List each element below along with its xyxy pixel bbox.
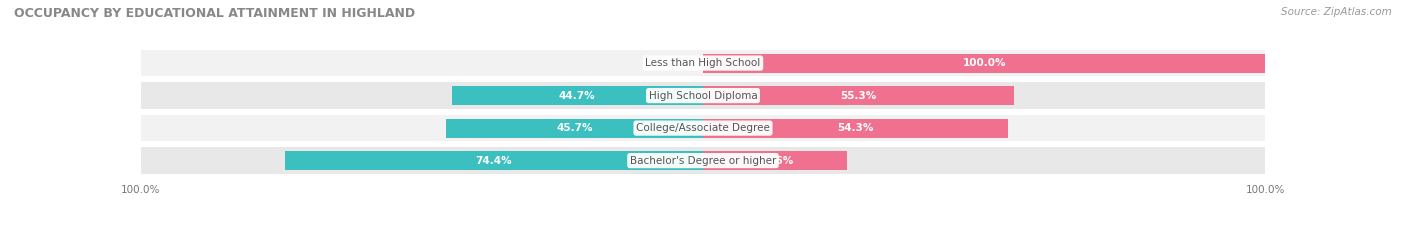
Text: 0.0%: 0.0% [668,58,695,68]
Bar [141,82,1265,109]
Bar [451,86,703,105]
Text: Source: ZipAtlas.com: Source: ZipAtlas.com [1281,7,1392,17]
Bar [703,151,846,170]
Text: 54.3%: 54.3% [838,123,875,133]
Text: College/Associate Degree: College/Associate Degree [636,123,770,133]
Text: High School Diploma: High School Diploma [648,91,758,101]
Text: Bachelor's Degree or higher: Bachelor's Degree or higher [630,156,776,166]
Bar [703,54,1265,72]
Text: 74.4%: 74.4% [475,156,512,166]
Bar [703,119,1008,137]
Text: Less than High School: Less than High School [645,58,761,68]
Bar [446,119,703,137]
Bar [284,151,703,170]
Text: OCCUPANCY BY EDUCATIONAL ATTAINMENT IN HIGHLAND: OCCUPANCY BY EDUCATIONAL ATTAINMENT IN H… [14,7,415,20]
Text: 25.6%: 25.6% [756,156,793,166]
Text: 45.7%: 45.7% [557,123,593,133]
Bar [141,115,1265,141]
Bar [141,50,1265,76]
Bar [141,147,1265,174]
Text: 44.7%: 44.7% [560,91,596,101]
Text: 100.0%: 100.0% [963,58,1005,68]
Text: 55.3%: 55.3% [841,91,876,101]
Bar [703,86,1014,105]
